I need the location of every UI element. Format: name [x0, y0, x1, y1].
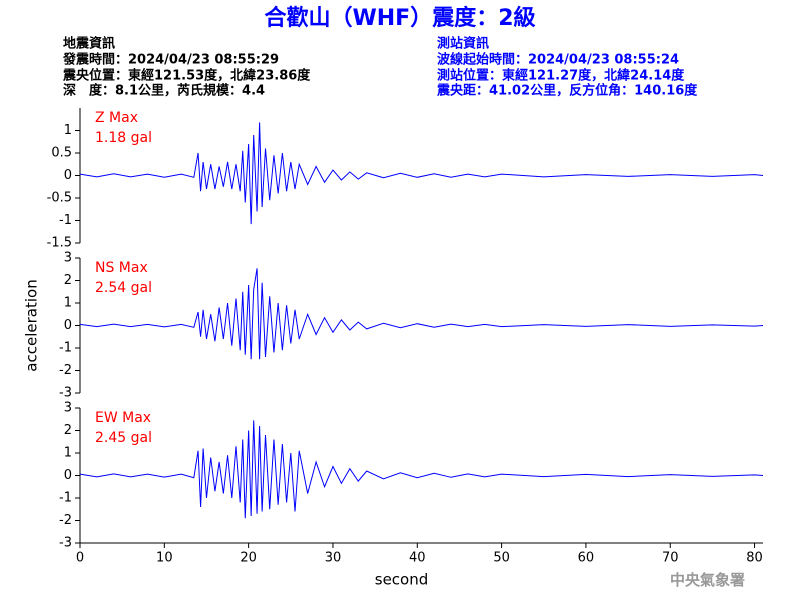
- footer-logo: 中央氣象署: [670, 571, 745, 589]
- annotation: 2.54 gal: [95, 280, 152, 296]
- header-text: 地震資訊: [63, 36, 115, 52]
- y-tick-label: -1: [59, 341, 72, 356]
- y-tick-label: 1: [64, 296, 72, 311]
- annotation: EW Max: [95, 410, 151, 426]
- y-tick-label: 2: [64, 423, 72, 438]
- x-tick-label: 50: [493, 551, 510, 566]
- y-tick-label: 2: [64, 273, 72, 288]
- y-tick-label: 1: [64, 446, 72, 461]
- y-tick-label: 3: [64, 401, 72, 416]
- annotation: Z Max: [95, 110, 138, 126]
- y-tick-label: 0.5: [51, 146, 72, 161]
- y-tick-label: 1: [64, 123, 72, 138]
- x-axis-label: second: [375, 571, 429, 589]
- header-text: 測站資訊: [437, 36, 489, 52]
- y-tick-label: -2: [59, 513, 72, 528]
- chart-title: 合歡山（WHF）震度：2級: [264, 5, 535, 31]
- header-text: 震央距：41.02公里，反方位角：140.16度: [436, 83, 698, 99]
- y-tick-label: -0.5: [47, 191, 72, 206]
- waveform: [79, 122, 764, 225]
- header-right: 測站資訊 波線起始時間：2024/04/23 08:55:24 測站位置：東經1…: [436, 36, 698, 99]
- header-text: 發震時間：2024/04/23 08:55:29: [62, 52, 279, 68]
- y-tick-label: -3: [59, 536, 72, 551]
- header-left: 地震資訊 發震時間：2024/04/23 08:55:29 震央位置：東經121…: [62, 36, 311, 99]
- x-tick-label: 0: [76, 551, 84, 566]
- waveform: [79, 268, 764, 360]
- y-tick-label: -1.5: [47, 236, 72, 251]
- y-tick-label: -3: [59, 386, 72, 401]
- x-tick-label: 10: [156, 551, 173, 566]
- y-tick-label: 0: [64, 468, 72, 483]
- annotation: 1.18 gal: [95, 130, 152, 146]
- x-tick-label: 30: [325, 551, 342, 566]
- x-tick-label: 20: [240, 551, 257, 566]
- y-tick-label: 0: [64, 318, 72, 333]
- y-tick-label: -1: [59, 491, 72, 506]
- x-tick-label: 40: [409, 551, 426, 566]
- x-tick-label: 70: [662, 551, 679, 566]
- header-text: 波線起始時間：2024/04/23 08:55:24: [437, 52, 679, 68]
- y-tick-label: 0: [64, 168, 72, 183]
- header-text: 測站位置：東經121.27度，北緯24.14度: [437, 68, 685, 84]
- y-tick-label: -2: [59, 363, 72, 378]
- annotation: NS Max: [95, 260, 148, 276]
- header-text: 深 度：8.1公里，芮氏規模：4.4: [63, 83, 265, 99]
- x-tick-label: 60: [578, 551, 595, 566]
- waveform: [79, 420, 764, 519]
- y-axis-label: acceleration: [23, 279, 41, 371]
- y-tick-label: -1: [59, 213, 72, 228]
- header-text: 震央位置：東經121.53度，北緯23.86度: [62, 68, 311, 84]
- y-tick-label: 3: [64, 251, 72, 266]
- x-tick-label: 80: [746, 551, 763, 566]
- annotation: 2.45 gal: [95, 430, 152, 446]
